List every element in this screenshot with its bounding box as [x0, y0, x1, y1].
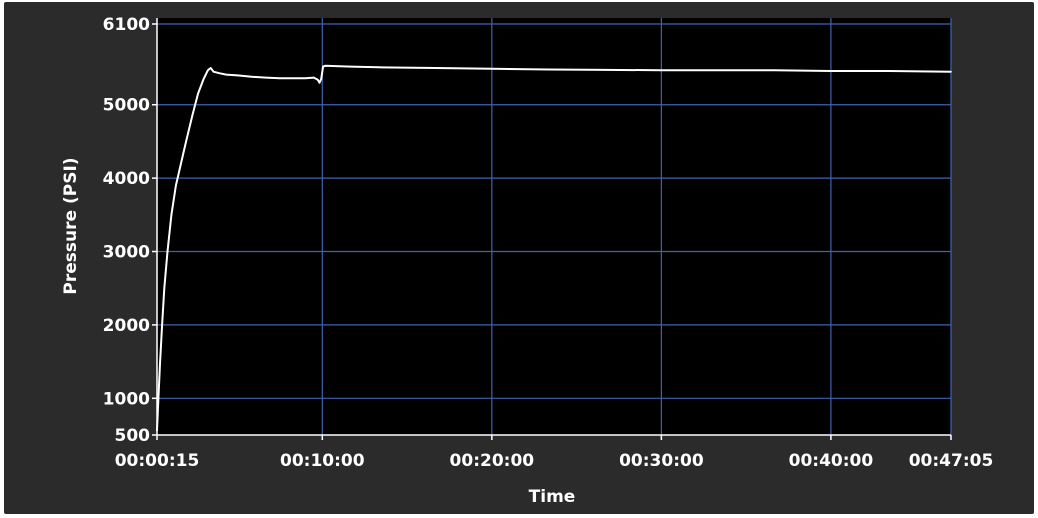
data-point	[313, 76, 315, 79]
data-point	[185, 140, 187, 143]
data-point	[264, 76, 267, 79]
data-point	[660, 69, 663, 72]
data-point	[166, 250, 169, 253]
x-tick-label: 00:47:05	[909, 451, 994, 471]
data-point	[159, 360, 161, 363]
plot-area	[157, 18, 951, 435]
series-layer	[156, 64, 952, 432]
data-point	[163, 287, 166, 290]
data-point	[320, 78, 322, 80]
data-point	[950, 70, 952, 73]
data-point	[156, 429, 158, 432]
data-point	[717, 69, 719, 72]
data-point	[212, 70, 215, 73]
data-point	[180, 162, 182, 165]
y-axis-title: Pressure (PSI)	[61, 157, 81, 294]
data-point	[170, 214, 173, 216]
data-point	[197, 92, 199, 95]
x-tick-label: 00:10:00	[280, 451, 365, 471]
data-point	[236, 74, 239, 77]
data-point	[491, 67, 493, 70]
y-tick-label: 1000	[103, 389, 150, 409]
data-point	[773, 69, 776, 72]
y-tick-label: 6100	[103, 15, 150, 35]
data-point	[175, 184, 177, 187]
data-point	[191, 114, 194, 117]
x-tick-label: 00:20:00	[450, 451, 535, 471]
data-point	[322, 65, 324, 68]
data-point	[316, 78, 319, 81]
x-tick-label: 00:00:15	[115, 451, 200, 471]
data-point	[209, 67, 212, 69]
data-point	[293, 77, 295, 80]
x-tick-label: 00:30:00	[619, 451, 704, 471]
y-tick-label: 3000	[103, 243, 150, 263]
data-point	[434, 67, 437, 69]
data-point	[324, 65, 326, 67]
y-tick-label: 500	[115, 426, 151, 446]
data-point	[202, 78, 205, 80]
axes: 500 1000 2000 3000 4000 5000 6100 00:00:15 00:10…	[103, 15, 994, 471]
data-point	[830, 70, 832, 72]
data-point	[161, 324, 163, 326]
data-point	[279, 77, 281, 80]
data-point	[207, 69, 209, 72]
data-point	[378, 66, 380, 69]
y-tick-label: 2000	[103, 316, 150, 336]
data-point	[225, 73, 228, 76]
data-point	[604, 69, 606, 71]
y-tick-label: 4000	[103, 169, 150, 189]
data-point	[218, 72, 220, 74]
y-tick-label: 5000	[103, 96, 150, 116]
data-point	[157, 397, 160, 400]
grid-lines	[157, 18, 952, 435]
data-point	[349, 65, 352, 68]
data-point	[318, 81, 321, 84]
data-point	[250, 76, 253, 78]
data-point	[886, 70, 889, 72]
data-point	[321, 70, 324, 73]
x-tick-label: 00:40:00	[789, 451, 874, 471]
data-point	[304, 77, 307, 80]
data-point	[547, 68, 550, 71]
x-axis-title: Time	[529, 487, 576, 507]
